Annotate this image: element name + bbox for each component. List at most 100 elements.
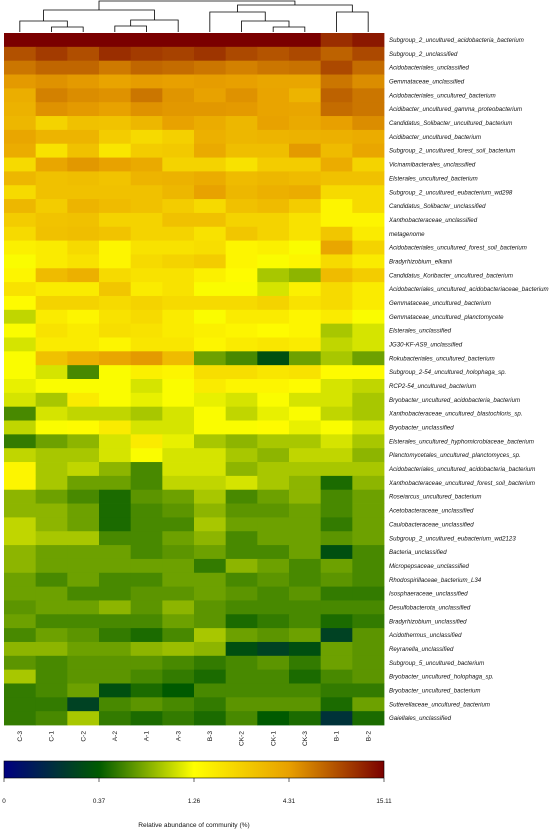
heatmap-cell xyxy=(99,74,132,89)
row-label: Bradyrhizobium_unclassified xyxy=(389,618,467,625)
heatmap-cell xyxy=(67,558,100,574)
heatmap-cell xyxy=(320,392,353,408)
heatmap-cell xyxy=(225,116,258,131)
heatmap-cell xyxy=(35,434,68,449)
heatmap-cell xyxy=(257,337,290,352)
heatmap-cell xyxy=(35,406,68,421)
heatmap-cell xyxy=(352,282,385,297)
row-label: Bradyrhizobium_elkanii xyxy=(389,258,453,265)
row-label: Sutterellaceae_uncultured_bacterium xyxy=(389,701,490,708)
heatmap-cell xyxy=(194,489,227,504)
heatmap-cell xyxy=(130,683,163,698)
heatmap-cell xyxy=(162,641,195,657)
row-label: Candidatus_Solibacter_uncultured_bacteri… xyxy=(389,120,512,127)
heatmap-cell xyxy=(4,157,37,172)
heatmap-cell xyxy=(130,448,163,463)
heatmap-cell xyxy=(257,199,290,214)
heatmap-cell xyxy=(67,157,100,172)
column-label: A-1 xyxy=(144,731,151,742)
heatmap-cell xyxy=(257,240,290,255)
heatmap-cell xyxy=(35,683,68,698)
column-label: B-3 xyxy=(207,731,214,742)
heatmap-cell xyxy=(320,185,353,200)
heatmap-cell xyxy=(194,503,227,518)
heatmap-cell xyxy=(257,448,290,463)
heatmap-cell xyxy=(225,614,258,629)
heatmap-cell xyxy=(35,88,68,103)
heatmap-cell xyxy=(67,531,100,546)
heatmap-cell xyxy=(35,572,68,587)
heatmap-cell xyxy=(35,558,68,574)
heatmap-cell xyxy=(4,337,37,352)
heatmap-cell xyxy=(352,309,385,325)
heatmap-cell xyxy=(320,351,353,366)
heatmap-cell xyxy=(162,337,195,352)
row-labels: Subgroup_2_uncultured_acidobacteria_bact… xyxy=(388,37,549,722)
heatmap-cell xyxy=(257,517,290,532)
heatmap-cell xyxy=(257,531,290,546)
heatmap-cell xyxy=(320,600,353,615)
heatmap-cell xyxy=(194,295,227,311)
heatmap-cell xyxy=(162,379,195,394)
heatmap-cell xyxy=(4,420,37,435)
heatmap-cell xyxy=(257,503,290,518)
heatmap-cell xyxy=(320,683,353,698)
heatmap-cell xyxy=(4,392,37,408)
row-label: Acidothermus_unclassified xyxy=(388,632,462,639)
heatmap-cell xyxy=(320,309,353,325)
heatmap-cell xyxy=(4,558,37,574)
heatmap-cell xyxy=(225,337,258,352)
legend-tick-label: 15.11 xyxy=(376,798,392,805)
heatmap-cell xyxy=(257,74,290,89)
heatmap-cell xyxy=(352,226,385,241)
heatmap-cell xyxy=(352,74,385,89)
heatmap-cell xyxy=(194,572,227,587)
heatmap-cell xyxy=(352,379,385,394)
heatmap-cell xyxy=(289,295,322,311)
heatmap-cell xyxy=(162,489,195,504)
heatmap-cell xyxy=(225,503,258,518)
heatmap-cell xyxy=(194,212,227,228)
heatmap-cell xyxy=(130,199,163,214)
row-label: Subgroup_2_uncultured_forest_soil_bacter… xyxy=(389,148,515,155)
heatmap-cell xyxy=(162,531,195,546)
heatmap-cell xyxy=(130,614,163,629)
heatmap-cell xyxy=(4,240,37,255)
heatmap-cell xyxy=(162,697,195,712)
heatmap-cell xyxy=(225,212,258,228)
heatmap-cell xyxy=(67,254,100,269)
heatmap-cell xyxy=(289,129,322,145)
heatmap-cell xyxy=(130,420,163,435)
heatmap-cell xyxy=(99,337,132,352)
heatmap-cell xyxy=(162,226,195,241)
heatmap-cell xyxy=(352,268,385,283)
legend-tick-label: 1.26 xyxy=(188,798,201,805)
heatmap-cell xyxy=(4,503,37,518)
heatmap-cell xyxy=(35,282,68,297)
heatmap-cell xyxy=(257,489,290,504)
heatmap-cell xyxy=(289,697,322,712)
heatmap-cell xyxy=(67,434,100,449)
row-label: Gemmataceae_uncultured_planctomycete xyxy=(389,314,504,321)
heatmap-cell xyxy=(194,406,227,421)
heatmap-cell xyxy=(67,116,100,131)
heatmap-cell xyxy=(289,74,322,89)
heatmap-cell xyxy=(257,586,290,601)
row-label: Gaiellales_unclassified xyxy=(389,715,452,722)
heatmap-cell xyxy=(130,545,163,560)
heatmap-cell xyxy=(194,88,227,103)
heatmap-cell xyxy=(320,517,353,532)
heatmap-cell xyxy=(257,379,290,394)
heatmap-cell xyxy=(67,600,100,615)
heatmap-cell xyxy=(99,226,132,241)
heatmap-cell xyxy=(194,379,227,394)
heatmap-cell xyxy=(320,586,353,601)
row-label: Subgroup_2_uncultured_acidobacteria_bact… xyxy=(389,37,524,44)
column-label: CK-2 xyxy=(239,731,246,746)
heatmap-cell xyxy=(99,212,132,228)
heatmap-cell xyxy=(35,628,68,643)
heatmap-cell xyxy=(4,116,37,131)
heatmap-cell xyxy=(257,226,290,241)
heatmap-cell xyxy=(4,489,37,504)
heatmap-cell xyxy=(320,711,353,726)
